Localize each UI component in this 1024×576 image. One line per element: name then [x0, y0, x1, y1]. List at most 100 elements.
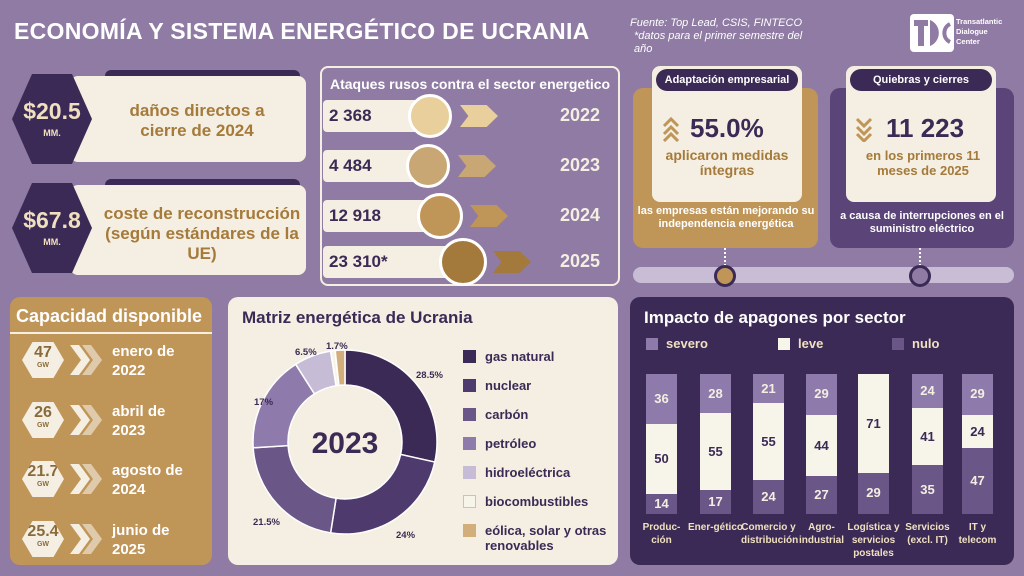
capacity-unit: GW — [36, 541, 50, 548]
timeline-bar — [633, 267, 1014, 283]
attack-circle — [439, 238, 487, 286]
bar-segment: 28 — [700, 374, 731, 414]
legend-swatch — [463, 466, 476, 479]
pie-slice — [329, 453, 436, 535]
logo — [910, 14, 954, 52]
bar-segment: 29 — [962, 374, 993, 415]
capacity-unit: GW — [36, 422, 50, 429]
bar-segment: 29 — [858, 473, 889, 514]
stat-card-reconstruction — [70, 185, 306, 275]
bankrupt-value: 11 223 — [886, 113, 965, 143]
legend-label: carbón — [485, 407, 529, 422]
logo-icon — [914, 20, 952, 46]
source-text: Fuente: Top Lead, CSIS, FINTECO — [630, 17, 803, 29]
bar-segment: 24 — [962, 414, 993, 449]
legend-swatch — [463, 437, 476, 450]
arrow-icon — [460, 105, 498, 127]
bar-segment: 36 — [646, 374, 677, 425]
chevron-up-icon — [662, 116, 680, 142]
pie-center-label: 2023 — [312, 427, 379, 460]
category-label: Ener-gético — [688, 522, 744, 533]
bar-segment: 24 — [912, 374, 943, 408]
legend-label: hidroeléctrica — [485, 465, 571, 480]
arrow-icon — [470, 205, 508, 227]
legend-label: nulo — [912, 336, 940, 351]
adaptation-foot: las empresas están mejorando su independ… — [637, 205, 815, 230]
bar-segment: 41 — [912, 407, 943, 465]
bar-segment: 71 — [858, 374, 889, 474]
legend-swatch — [463, 408, 476, 421]
stat-hex-reconstruction: $67.8 MM. — [12, 183, 92, 273]
timeline-dot — [714, 265, 736, 287]
logo-line-2: Dialogue — [956, 27, 988, 36]
stat-value: $67.8 — [23, 207, 81, 233]
matrix-panel: Matriz energética de Ucrania 2023 28.5% 2… — [228, 297, 618, 565]
timeline-dot — [909, 265, 931, 287]
pie-slice — [334, 349, 346, 387]
bar-segment: 50 — [646, 424, 677, 495]
legend-swatch — [892, 338, 904, 350]
bar-segment: 47 — [962, 448, 993, 514]
legend-swatch — [778, 338, 790, 350]
attacks-panel: Ataques rusos contra el sector energetic… — [320, 66, 620, 286]
legend-swatch — [463, 350, 476, 363]
category-label: Produc-ción — [642, 522, 681, 546]
attack-circle — [406, 144, 450, 188]
capacity-date: agosto de 2024 — [112, 462, 183, 498]
legend-swatch — [646, 338, 658, 350]
legend-label: gas natural — [485, 349, 555, 364]
capacity-date: enero de 2022 — [112, 343, 175, 379]
legend-label: petróleo — [485, 436, 537, 451]
adaptation-sub: aplicaron medidas íntegras — [665, 147, 789, 178]
impact-title: Impacto de apagones por sector — [644, 308, 906, 327]
category-label: IT y telecom — [958, 522, 997, 546]
capacity-hex: 26 GW — [22, 402, 64, 438]
capacity-value: 47 — [34, 344, 52, 361]
capacity-hex: 47 GW — [22, 342, 64, 378]
legend-label: nuclear — [485, 378, 532, 393]
capacity-hex: 21.7 GW — [22, 461, 64, 497]
stat-value: $20.5 — [23, 98, 81, 124]
capacity-value: 26 — [34, 404, 52, 421]
bankrupt-sub: en los primeros 11 meses de 2025 — [865, 148, 981, 178]
bar-segment: 35 — [912, 465, 943, 514]
legend-swatch — [463, 495, 476, 508]
bar-segment: 27 — [806, 476, 837, 514]
logo-text: Transatlantic Dialogue Center — [956, 17, 1002, 47]
capacity-hex: 25.4 GW — [22, 521, 64, 557]
stat-unit: MM. — [43, 128, 61, 138]
adaptation-tag: Adaptación empresarial — [656, 69, 798, 91]
category-label: Comercio y distribución — [741, 522, 799, 546]
timeline-connector — [724, 248, 726, 270]
matrix-title: Matriz energética de Ucrania — [242, 308, 473, 327]
capacity-value: 21.7 — [27, 463, 59, 480]
pie-pct-label: 28.5% — [416, 370, 443, 381]
attack-year: 2022 — [560, 105, 601, 125]
bar-segment: 24 — [753, 480, 784, 514]
bar-segment: 29 — [806, 374, 837, 415]
bar-segment: 55 — [753, 403, 784, 481]
pie-pct-label: 24% — [396, 530, 416, 541]
arrow-icon — [458, 155, 496, 177]
bar-segment: 55 — [700, 413, 731, 491]
attack-circle — [408, 94, 452, 138]
bar-segment: 21 — [753, 374, 784, 404]
logo-line-1: Transatlantic — [956, 17, 1003, 26]
legend-swatch — [463, 524, 476, 537]
logo-line-3: Center — [956, 37, 980, 46]
chevron-down-icon — [855, 117, 873, 142]
pie-pct-label: 21.5% — [253, 517, 280, 528]
bankrupt-tag: Quiebras y cierres — [850, 69, 992, 91]
attack-year: 2024 — [560, 205, 601, 225]
stat-label: coste de reconstrucción (según estándare… — [103, 204, 301, 263]
attack-year: 2025 — [560, 251, 601, 271]
legend-label: severo — [666, 336, 708, 351]
legend-swatch — [463, 379, 476, 392]
capacity-date: abril de 2023 — [112, 403, 166, 439]
category-label: Logística y servicios postales — [847, 522, 900, 559]
timeline-connector — [919, 248, 921, 270]
stat-unit: MM. — [43, 237, 61, 247]
stat-hex-damages: $20.5 MM. — [12, 74, 92, 164]
bar-segment: 44 — [806, 414, 837, 477]
divider — [10, 332, 212, 334]
